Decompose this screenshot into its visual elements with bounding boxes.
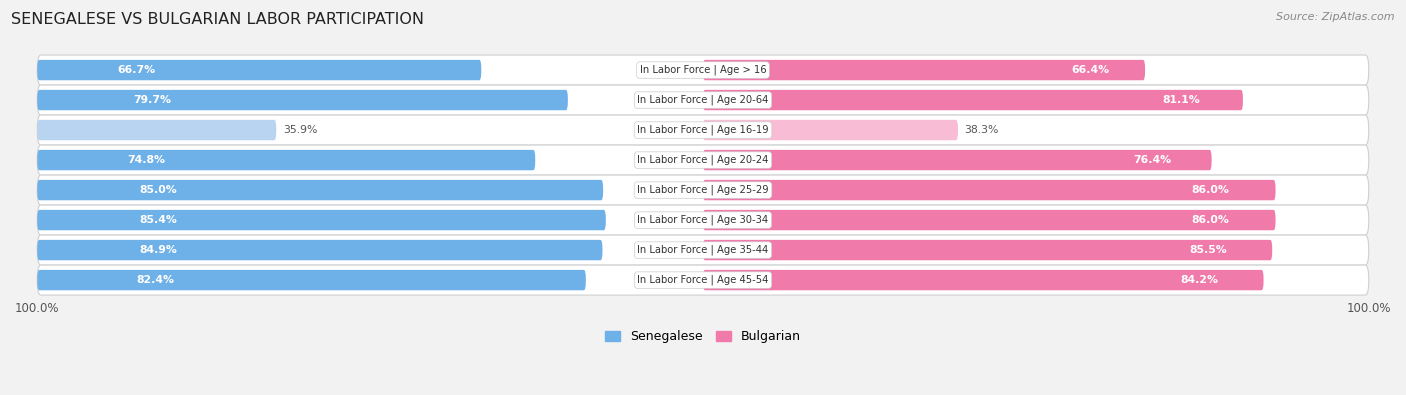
FancyBboxPatch shape: [37, 150, 536, 170]
Text: In Labor Force | Age 35-44: In Labor Force | Age 35-44: [637, 245, 769, 255]
Text: 84.2%: 84.2%: [1181, 275, 1219, 285]
Text: In Labor Force | Age 30-34: In Labor Force | Age 30-34: [637, 215, 769, 225]
Legend: Senegalese, Bulgarian: Senegalese, Bulgarian: [600, 325, 806, 348]
Text: 76.4%: 76.4%: [1133, 155, 1171, 165]
FancyBboxPatch shape: [703, 120, 957, 140]
FancyBboxPatch shape: [703, 150, 1212, 170]
Text: 82.4%: 82.4%: [136, 275, 174, 285]
Text: 35.9%: 35.9%: [283, 125, 318, 135]
Text: 85.4%: 85.4%: [139, 215, 177, 225]
Text: In Labor Force | Age > 16: In Labor Force | Age > 16: [640, 65, 766, 75]
Text: 81.1%: 81.1%: [1161, 95, 1199, 105]
FancyBboxPatch shape: [703, 240, 1272, 260]
Text: 38.3%: 38.3%: [965, 125, 1000, 135]
Text: In Labor Force | Age 20-24: In Labor Force | Age 20-24: [637, 155, 769, 166]
FancyBboxPatch shape: [37, 175, 1369, 205]
Text: In Labor Force | Age 16-19: In Labor Force | Age 16-19: [637, 125, 769, 135]
FancyBboxPatch shape: [37, 210, 606, 230]
FancyBboxPatch shape: [37, 85, 1369, 115]
Text: In Labor Force | Age 25-29: In Labor Force | Age 25-29: [637, 185, 769, 195]
FancyBboxPatch shape: [703, 270, 1264, 290]
Text: In Labor Force | Age 45-54: In Labor Force | Age 45-54: [637, 275, 769, 285]
Text: 85.5%: 85.5%: [1189, 245, 1226, 255]
Text: Source: ZipAtlas.com: Source: ZipAtlas.com: [1277, 12, 1395, 22]
FancyBboxPatch shape: [37, 115, 1369, 145]
FancyBboxPatch shape: [37, 180, 603, 200]
FancyBboxPatch shape: [703, 60, 1144, 80]
FancyBboxPatch shape: [37, 55, 1369, 85]
FancyBboxPatch shape: [37, 90, 568, 110]
Text: 84.9%: 84.9%: [139, 245, 177, 255]
FancyBboxPatch shape: [37, 270, 586, 290]
Text: 86.0%: 86.0%: [1192, 215, 1230, 225]
FancyBboxPatch shape: [703, 210, 1275, 230]
FancyBboxPatch shape: [37, 235, 1369, 265]
FancyBboxPatch shape: [37, 60, 481, 80]
FancyBboxPatch shape: [37, 205, 1369, 235]
Text: SENEGALESE VS BULGARIAN LABOR PARTICIPATION: SENEGALESE VS BULGARIAN LABOR PARTICIPAT…: [11, 12, 425, 27]
Text: 66.7%: 66.7%: [117, 65, 155, 75]
FancyBboxPatch shape: [37, 120, 276, 140]
Text: 66.4%: 66.4%: [1071, 65, 1109, 75]
Text: 74.8%: 74.8%: [127, 155, 165, 165]
FancyBboxPatch shape: [37, 240, 603, 260]
FancyBboxPatch shape: [703, 180, 1275, 200]
Text: In Labor Force | Age 20-64: In Labor Force | Age 20-64: [637, 95, 769, 105]
Text: 79.7%: 79.7%: [132, 95, 170, 105]
Text: 85.0%: 85.0%: [139, 185, 177, 195]
FancyBboxPatch shape: [703, 90, 1243, 110]
Text: 86.0%: 86.0%: [1192, 185, 1230, 195]
FancyBboxPatch shape: [37, 145, 1369, 175]
FancyBboxPatch shape: [37, 265, 1369, 295]
